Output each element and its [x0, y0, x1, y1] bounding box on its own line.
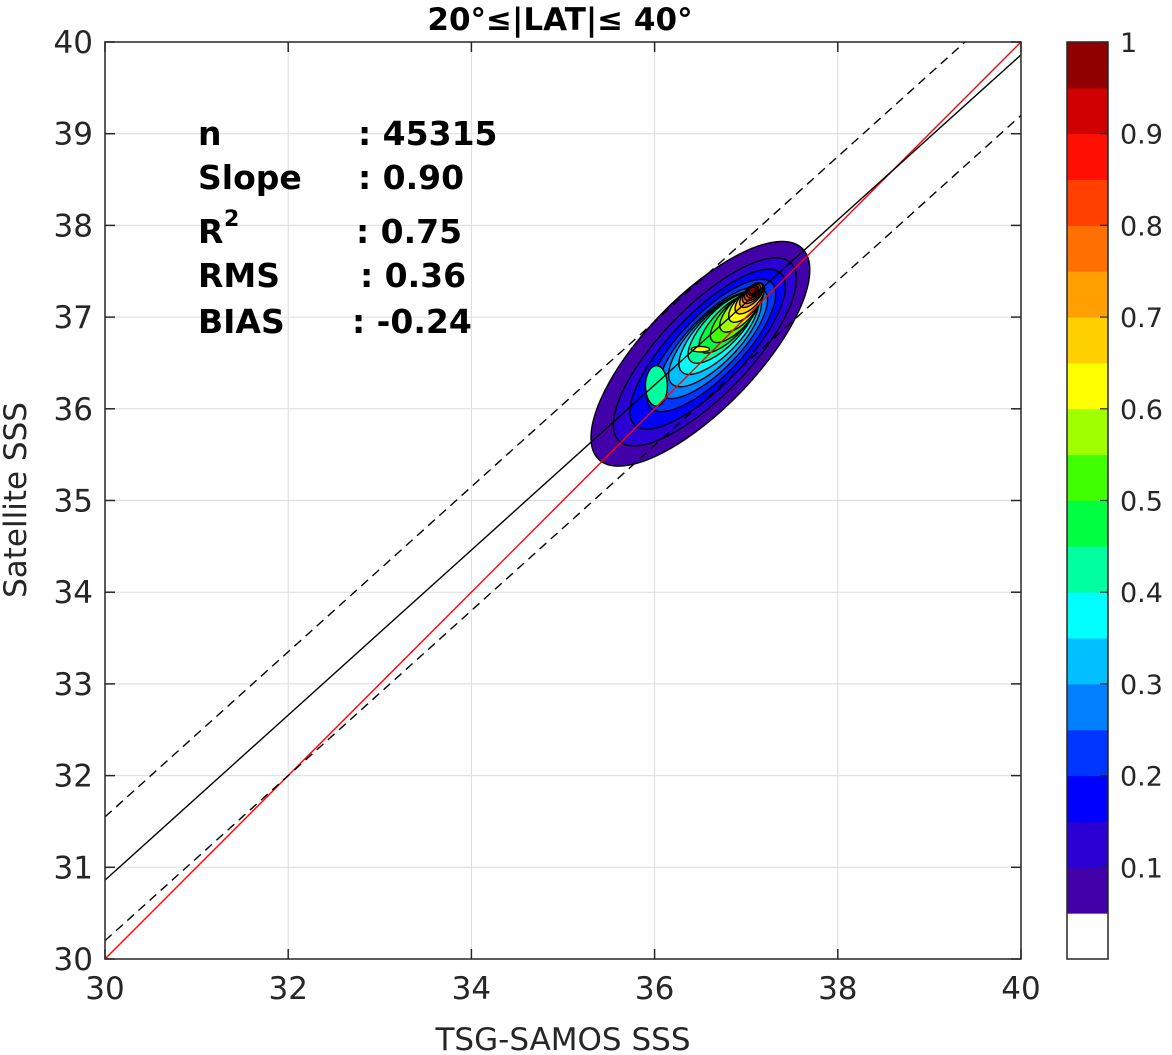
colorbar-tick-label: 0.3: [1120, 670, 1163, 701]
colorbar-segment: [1067, 454, 1108, 501]
colorbar-segment: [1067, 87, 1108, 135]
y-tick-label: 34: [54, 575, 93, 611]
stat-bias-label: BIAS: [198, 302, 285, 341]
colorbar-segment: [1067, 729, 1108, 777]
colorbar-tick-label: 0.2: [1120, 762, 1163, 793]
stat-rms-label: RMS: [198, 256, 280, 295]
x-axis-label: TSG-SAMOS SSS: [435, 1022, 691, 1055]
grid-lines: [104, 41, 1022, 960]
colorbar-tick-label: 0.6: [1120, 395, 1163, 426]
line-fit: [105, 54, 1021, 881]
colorbar-segment: [1067, 317, 1108, 364]
stat-r2-value: : 0.75: [356, 212, 462, 251]
colorbar-tick-label: 0.4: [1120, 578, 1163, 609]
chart-title: 20°≤|LAT|≤ 40°: [427, 2, 692, 38]
colorbar-segment: [1067, 225, 1108, 272]
y-axis-label: Satellite SSS: [0, 402, 34, 598]
colorbar-segment: [1067, 821, 1108, 868]
colorbar-segment: [1067, 42, 1108, 89]
colorbar-segment: [1067, 775, 1108, 822]
colorbar-segment: [1067, 133, 1108, 181]
density-contours: [590, 240, 811, 467]
stat-slope-value: : 0.90: [358, 158, 464, 197]
colorbar-segment: [1067, 638, 1108, 685]
stat-bias-value: : -0.24: [352, 302, 472, 341]
colorbar-segment: [1067, 271, 1108, 318]
colorbar-tick-label: 0.8: [1120, 211, 1163, 242]
density-contour-0.95: [748, 286, 757, 295]
colorbar-tick-label: 0.1: [1120, 853, 1163, 884]
colorbar-tick-label: 0.9: [1120, 120, 1163, 151]
x-tick-label: 30: [85, 971, 124, 1007]
y-tick-label: 33: [54, 667, 93, 703]
y-tick-label: 35: [54, 484, 93, 520]
stats-box: n : 45315 Slope : 0.90 R 2 : 0.75 RMS : …: [198, 114, 498, 341]
colorbar-tick-label: 0.7: [1120, 303, 1163, 334]
colorbar-segment: [1067, 408, 1108, 456]
regression-lines: [105, 42, 1021, 959]
y-tick-label: 40: [54, 25, 93, 61]
colorbar-tick-label: 1: [1120, 28, 1137, 59]
colorbar-tick-label: 0.5: [1120, 487, 1163, 518]
x-tick-label: 34: [452, 971, 491, 1007]
y-tick-label: 38: [54, 208, 93, 244]
x-tick-label: 36: [635, 971, 674, 1007]
stat-slope-label: Slope: [198, 158, 302, 197]
colorbar-segment: [1067, 179, 1108, 226]
x-tick-label: 32: [268, 971, 307, 1007]
stat-r2-superscript: 2: [224, 207, 239, 232]
stat-rms-value: : 0.36: [360, 256, 466, 295]
colorbar: 0.1 0.2 0.3 0.4 0.5 0.6 0.7 0.8 0.9 1: [1066, 28, 1163, 960]
x-tick-label: 38: [818, 971, 857, 1007]
y-tick-label: 31: [54, 850, 93, 886]
stat-n-label: n: [198, 114, 222, 153]
y-tick-label: 32: [54, 759, 93, 795]
colorbar-segment: [1067, 867, 1108, 914]
axis-ticks: 30 32 34 36 38 40 30 31 32 33 34 35 36 37 38 39 40: [54, 25, 1041, 1007]
colorbar-segment: [1067, 362, 1108, 410]
line-one-to-one: [105, 42, 1021, 959]
stat-n-value: : 45315: [358, 114, 498, 153]
y-tick-label: 37: [54, 300, 93, 336]
colorbar-segment: [1067, 546, 1108, 593]
line-fit-lower: [105, 114, 1021, 942]
colorbar-segment: [1067, 683, 1108, 731]
y-tick-label: 39: [54, 117, 93, 153]
y-tick-label: 36: [54, 392, 93, 428]
line-fit-upper: [105, 42, 967, 818]
x-tick-label: 40: [1001, 971, 1040, 1007]
y-tick-label: 30: [54, 942, 93, 978]
colorbar-segment: [1067, 500, 1108, 547]
colorbar-segment: [1067, 913, 1108, 960]
stat-r2-label: R: [198, 212, 223, 251]
colorbar-segment: [1067, 592, 1108, 639]
